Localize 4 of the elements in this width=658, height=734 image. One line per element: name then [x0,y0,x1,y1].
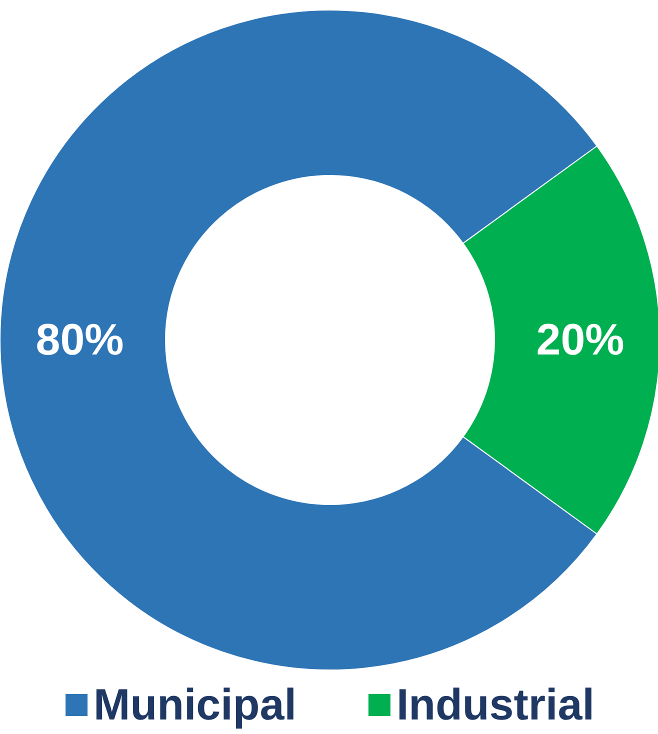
legend-label: Municipal [94,680,296,730]
data-label: 20% [536,316,624,364]
legend-label: Industrial [396,680,594,730]
data-label: 80% [36,316,124,364]
